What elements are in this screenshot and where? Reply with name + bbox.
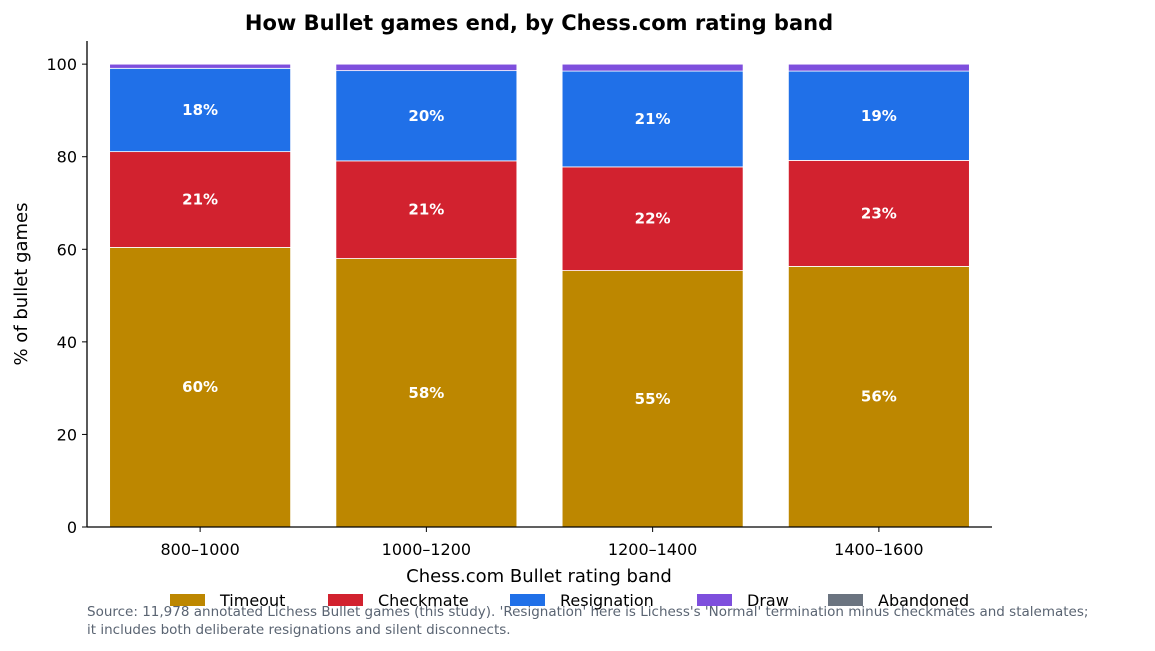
bar-segment-draw: [109, 63, 292, 69]
bar-data-label: 19%: [861, 107, 897, 125]
y-tick-label: 60: [57, 240, 77, 259]
bar-segment-resignation: [335, 70, 518, 162]
y-tick-label: 40: [57, 333, 77, 352]
x-axis-label: Chess.com Bullet rating band: [406, 566, 672, 587]
legend-swatch-checkmate: [328, 594, 363, 606]
y-tick-label: 20: [57, 425, 77, 444]
bar-data-label: 22%: [635, 210, 671, 228]
bar-labels-group: 60% 21% 18% 58% 21% 20% 55% 22% 21% 56% 23% 19%: [182, 101, 897, 408]
y-tick-label: 80: [57, 148, 77, 167]
bars-group: [109, 63, 970, 528]
x-tick-label: 1200–1400: [608, 540, 697, 559]
source-line: it includes both deliberate resignations…: [87, 622, 511, 638]
legend-label: Resignation: [560, 591, 654, 610]
bar-data-label: 58%: [408, 384, 444, 402]
axes-group: [86, 41, 992, 528]
legend-label: Checkmate: [378, 591, 469, 610]
bar-segment-checkmate: [787, 160, 970, 267]
bar-segment-draw: [561, 63, 744, 72]
legend-swatch-abandoned: [828, 594, 863, 606]
bar-segment-draw: [335, 63, 518, 72]
bar-segment-checkmate: [335, 160, 518, 259]
bar-segment-timeout: [787, 266, 970, 528]
legend-swatch-timeout: [170, 594, 205, 606]
bar-data-label: 20%: [408, 107, 444, 125]
bar-data-label: 60%: [182, 378, 218, 396]
legend-swatch-resignation: [510, 594, 545, 606]
x-tick-label: 1000–1200: [382, 540, 471, 559]
y-axis-label: % of bullet games: [11, 202, 32, 365]
bar-segment-checkmate: [561, 166, 744, 271]
source-line: Source: 11,978 annotated Lichess Bullet …: [87, 604, 1088, 620]
bar-data-label: 21%: [182, 191, 218, 209]
y-tick-label: 100: [46, 55, 77, 74]
x-tick-label: 1400–1600: [834, 540, 923, 559]
x-tick-label: 800–1000: [160, 540, 239, 559]
bar-data-label: 21%: [408, 201, 444, 219]
chart-title: How Bullet games end, by Chess.com ratin…: [245, 11, 833, 35]
bar-segment-timeout: [335, 258, 518, 528]
legend-label: Draw: [747, 591, 789, 610]
bar-data-label: 55%: [635, 390, 671, 408]
x-ticks-group: 800–1000 1000–1200 1200–1400 1400–1600: [160, 527, 924, 559]
bar-data-label: 23%: [861, 204, 897, 222]
bar-data-label: 18%: [182, 101, 218, 119]
bar-data-label: 56%: [861, 388, 897, 406]
bar-segment-timeout: [109, 247, 292, 528]
bar-segment-timeout: [561, 270, 744, 528]
source-note: Source: 11,978 annotated Lichess Bullet …: [87, 604, 1088, 638]
y-ticks-group: 0 20 40 60 80 100: [46, 55, 87, 537]
legend-label: Timeout: [219, 591, 285, 610]
bar-data-label: 21%: [635, 110, 671, 128]
y-tick-label: 0: [67, 518, 77, 537]
bar-segment-checkmate: [109, 151, 292, 248]
bar-segment-draw: [787, 63, 970, 72]
legend: Timeout Checkmate Resignation Draw Abandoned: [170, 591, 969, 610]
bar-segment-resignation: [787, 70, 970, 161]
legend-swatch-draw: [697, 594, 732, 606]
legend-label: Abandoned: [878, 591, 969, 610]
bar-segment-resignation: [561, 70, 744, 168]
